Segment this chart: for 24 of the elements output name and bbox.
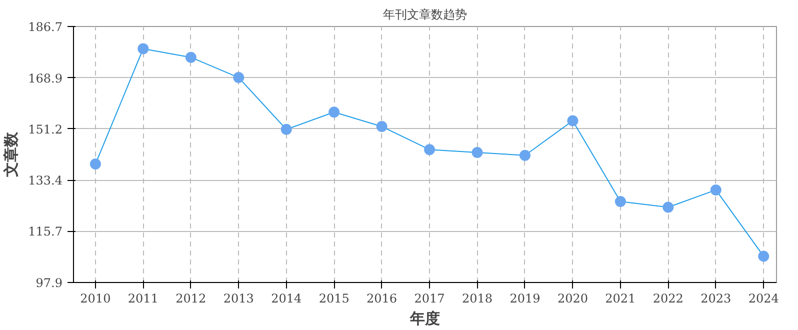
y-tick-label: 186.7 — [28, 20, 63, 34]
x-tick-label: 2022 — [652, 292, 684, 306]
y-tick-label: 133.4 — [28, 174, 63, 188]
x-tick-label: 2016 — [366, 292, 398, 306]
y-tick-label: 97.9 — [36, 276, 62, 290]
x-tick-label: 2014 — [271, 292, 302, 306]
y-axis-title: 文章数 — [2, 131, 20, 178]
x-tick-label: 2013 — [223, 292, 254, 306]
x-axis-title: 年度 — [409, 310, 440, 328]
chart-title: 年刊文章数趋势 — [383, 8, 467, 22]
x-tick-label: 2010 — [80, 292, 111, 306]
y-tick-label: 168.9 — [28, 71, 63, 86]
x-tick-label: 2017 — [414, 292, 445, 306]
x-tick-label: 2020 — [557, 292, 588, 306]
x-tick-label: 2018 — [462, 292, 493, 306]
x-tick-label: 2012 — [176, 292, 206, 306]
y-tick-label: 115.7 — [28, 224, 63, 239]
x-tick-label: 2023 — [700, 292, 732, 306]
y-tick-label: 151.2 — [28, 122, 63, 136]
x-tick-label: 2019 — [510, 292, 540, 306]
x-tick-label: 2021 — [605, 292, 636, 306]
x-tick-label: 2024 — [748, 292, 780, 306]
x-tick-label: 2015 — [318, 292, 350, 306]
x-tick-label: 2011 — [128, 292, 158, 306]
